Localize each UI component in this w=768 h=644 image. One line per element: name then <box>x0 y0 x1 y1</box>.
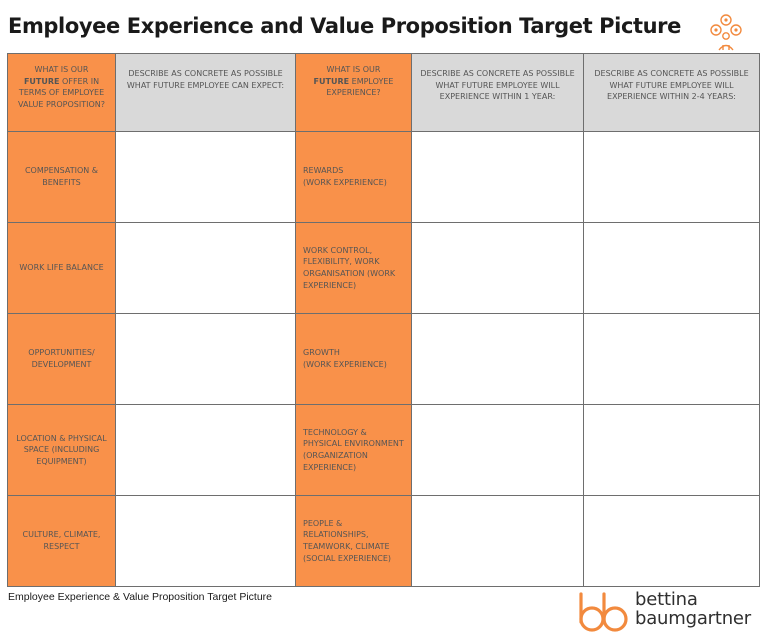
header-describe-expect: DESCRIBE AS CONCRETE AS POSSIBLE WHAT FU… <box>115 53 296 132</box>
expect-input-cell[interactable] <box>115 131 296 223</box>
experience-cell: GROWTH (WORK EXPERIENCE) <box>295 313 412 405</box>
experience-cell: TECHNOLOGY & PHYSICAL ENVIRONMENT (ORGAN… <box>295 404 412 496</box>
page-title: Employee Experience and Value Propositio… <box>8 14 681 38</box>
table-row: WORK LIFE BALANCE WORK CONTROL, FLEXIBIL… <box>7 222 760 314</box>
experience-cell: WORK CONTROL, FLEXIBILITY, WORK ORGANISA… <box>295 222 412 314</box>
header-employee-experience: WHAT IS OUR FUTURE EMPLOYEE EXPERIENCE? <box>295 53 412 132</box>
header-describe-1-year: DESCRIBE AS CONCRETE AS POSSIBLE WHAT FU… <box>411 53 584 132</box>
header-emphasis: FUTURE <box>313 76 350 86</box>
header-emphasis: FUTURE <box>23 76 60 86</box>
value-prop-cell: LOCATION & PHYSICAL SPACE (INCLUDING EQU… <box>7 404 116 496</box>
two-four-year-input-cell[interactable] <box>583 222 760 314</box>
people-gears-icon <box>710 14 742 51</box>
experience-cell: REWARDS (WORK EXPERIENCE) <box>295 131 412 223</box>
target-picture-table: WHAT IS OUR FUTURE OFFER IN TERMS OF EMP… <box>7 53 760 587</box>
expect-input-cell[interactable] <box>115 313 296 405</box>
experience-cell: PEOPLE & RELATIONSHIPS, TEAMWORK, CLIMAT… <box>295 495 412 587</box>
one-year-input-cell[interactable] <box>411 404 584 496</box>
one-year-input-cell[interactable] <box>411 495 584 587</box>
header-value-proposition: WHAT IS OUR FUTURE OFFER IN TERMS OF EMP… <box>7 53 116 132</box>
two-four-year-input-cell[interactable] <box>583 495 760 587</box>
expect-input-cell[interactable] <box>115 495 296 587</box>
header-text: WHAT IS OUR <box>326 65 381 74</box>
header-text: WHAT IS OUR <box>34 65 89 74</box>
two-four-year-input-cell[interactable] <box>583 131 760 223</box>
expect-input-cell[interactable] <box>115 404 296 496</box>
two-four-year-input-cell[interactable] <box>583 313 760 405</box>
table-row: CULTURE, CLIMATE, RESPECT PEOPLE & RELAT… <box>7 495 760 587</box>
logo-wordmark: bettina baumgartner <box>635 590 751 628</box>
brand-logo: bettina baumgartner <box>577 590 762 638</box>
table-row: COMPENSATION & BENEFITS REWARDS (WORK EX… <box>7 131 760 223</box>
expect-input-cell[interactable] <box>115 222 296 314</box>
title-bar: Employee Experience and Value Propositio… <box>8 14 758 51</box>
table-row: OPPORTUNITIES/ DEVELOPMENT GROWTH (WORK … <box>7 313 760 405</box>
one-year-input-cell[interactable] <box>411 313 584 405</box>
header-text: OFFER IN TERMS OF EMPLOYEE VALUE PROPOSI… <box>18 76 105 109</box>
table-row: LOCATION & PHYSICAL SPACE (INCLUDING EQU… <box>7 404 760 496</box>
value-prop-cell: WORK LIFE BALANCE <box>7 222 116 314</box>
header-row: WHAT IS OUR FUTURE OFFER IN TERMS OF EMP… <box>7 53 760 132</box>
value-prop-cell: CULTURE, CLIMATE, RESPECT <box>7 495 116 587</box>
logo-line-1: bettina <box>635 589 698 610</box>
value-prop-cell: COMPENSATION & BENEFITS <box>7 131 116 223</box>
header-text: EMPLOYEE EXPERIENCE? <box>326 76 394 98</box>
bb-logo-icon <box>579 592 628 632</box>
one-year-input-cell[interactable] <box>411 131 584 223</box>
one-year-input-cell[interactable] <box>411 222 584 314</box>
header-describe-2-4-years: DESCRIBE AS CONCRETE AS POSSIBLE WHAT FU… <box>583 53 760 132</box>
value-prop-cell: OPPORTUNITIES/ DEVELOPMENT <box>7 313 116 405</box>
footer-caption: Employee Experience & Value Proposition … <box>8 591 273 603</box>
logo-line-2: baumgartner <box>635 608 751 629</box>
two-four-year-input-cell[interactable] <box>583 404 760 496</box>
